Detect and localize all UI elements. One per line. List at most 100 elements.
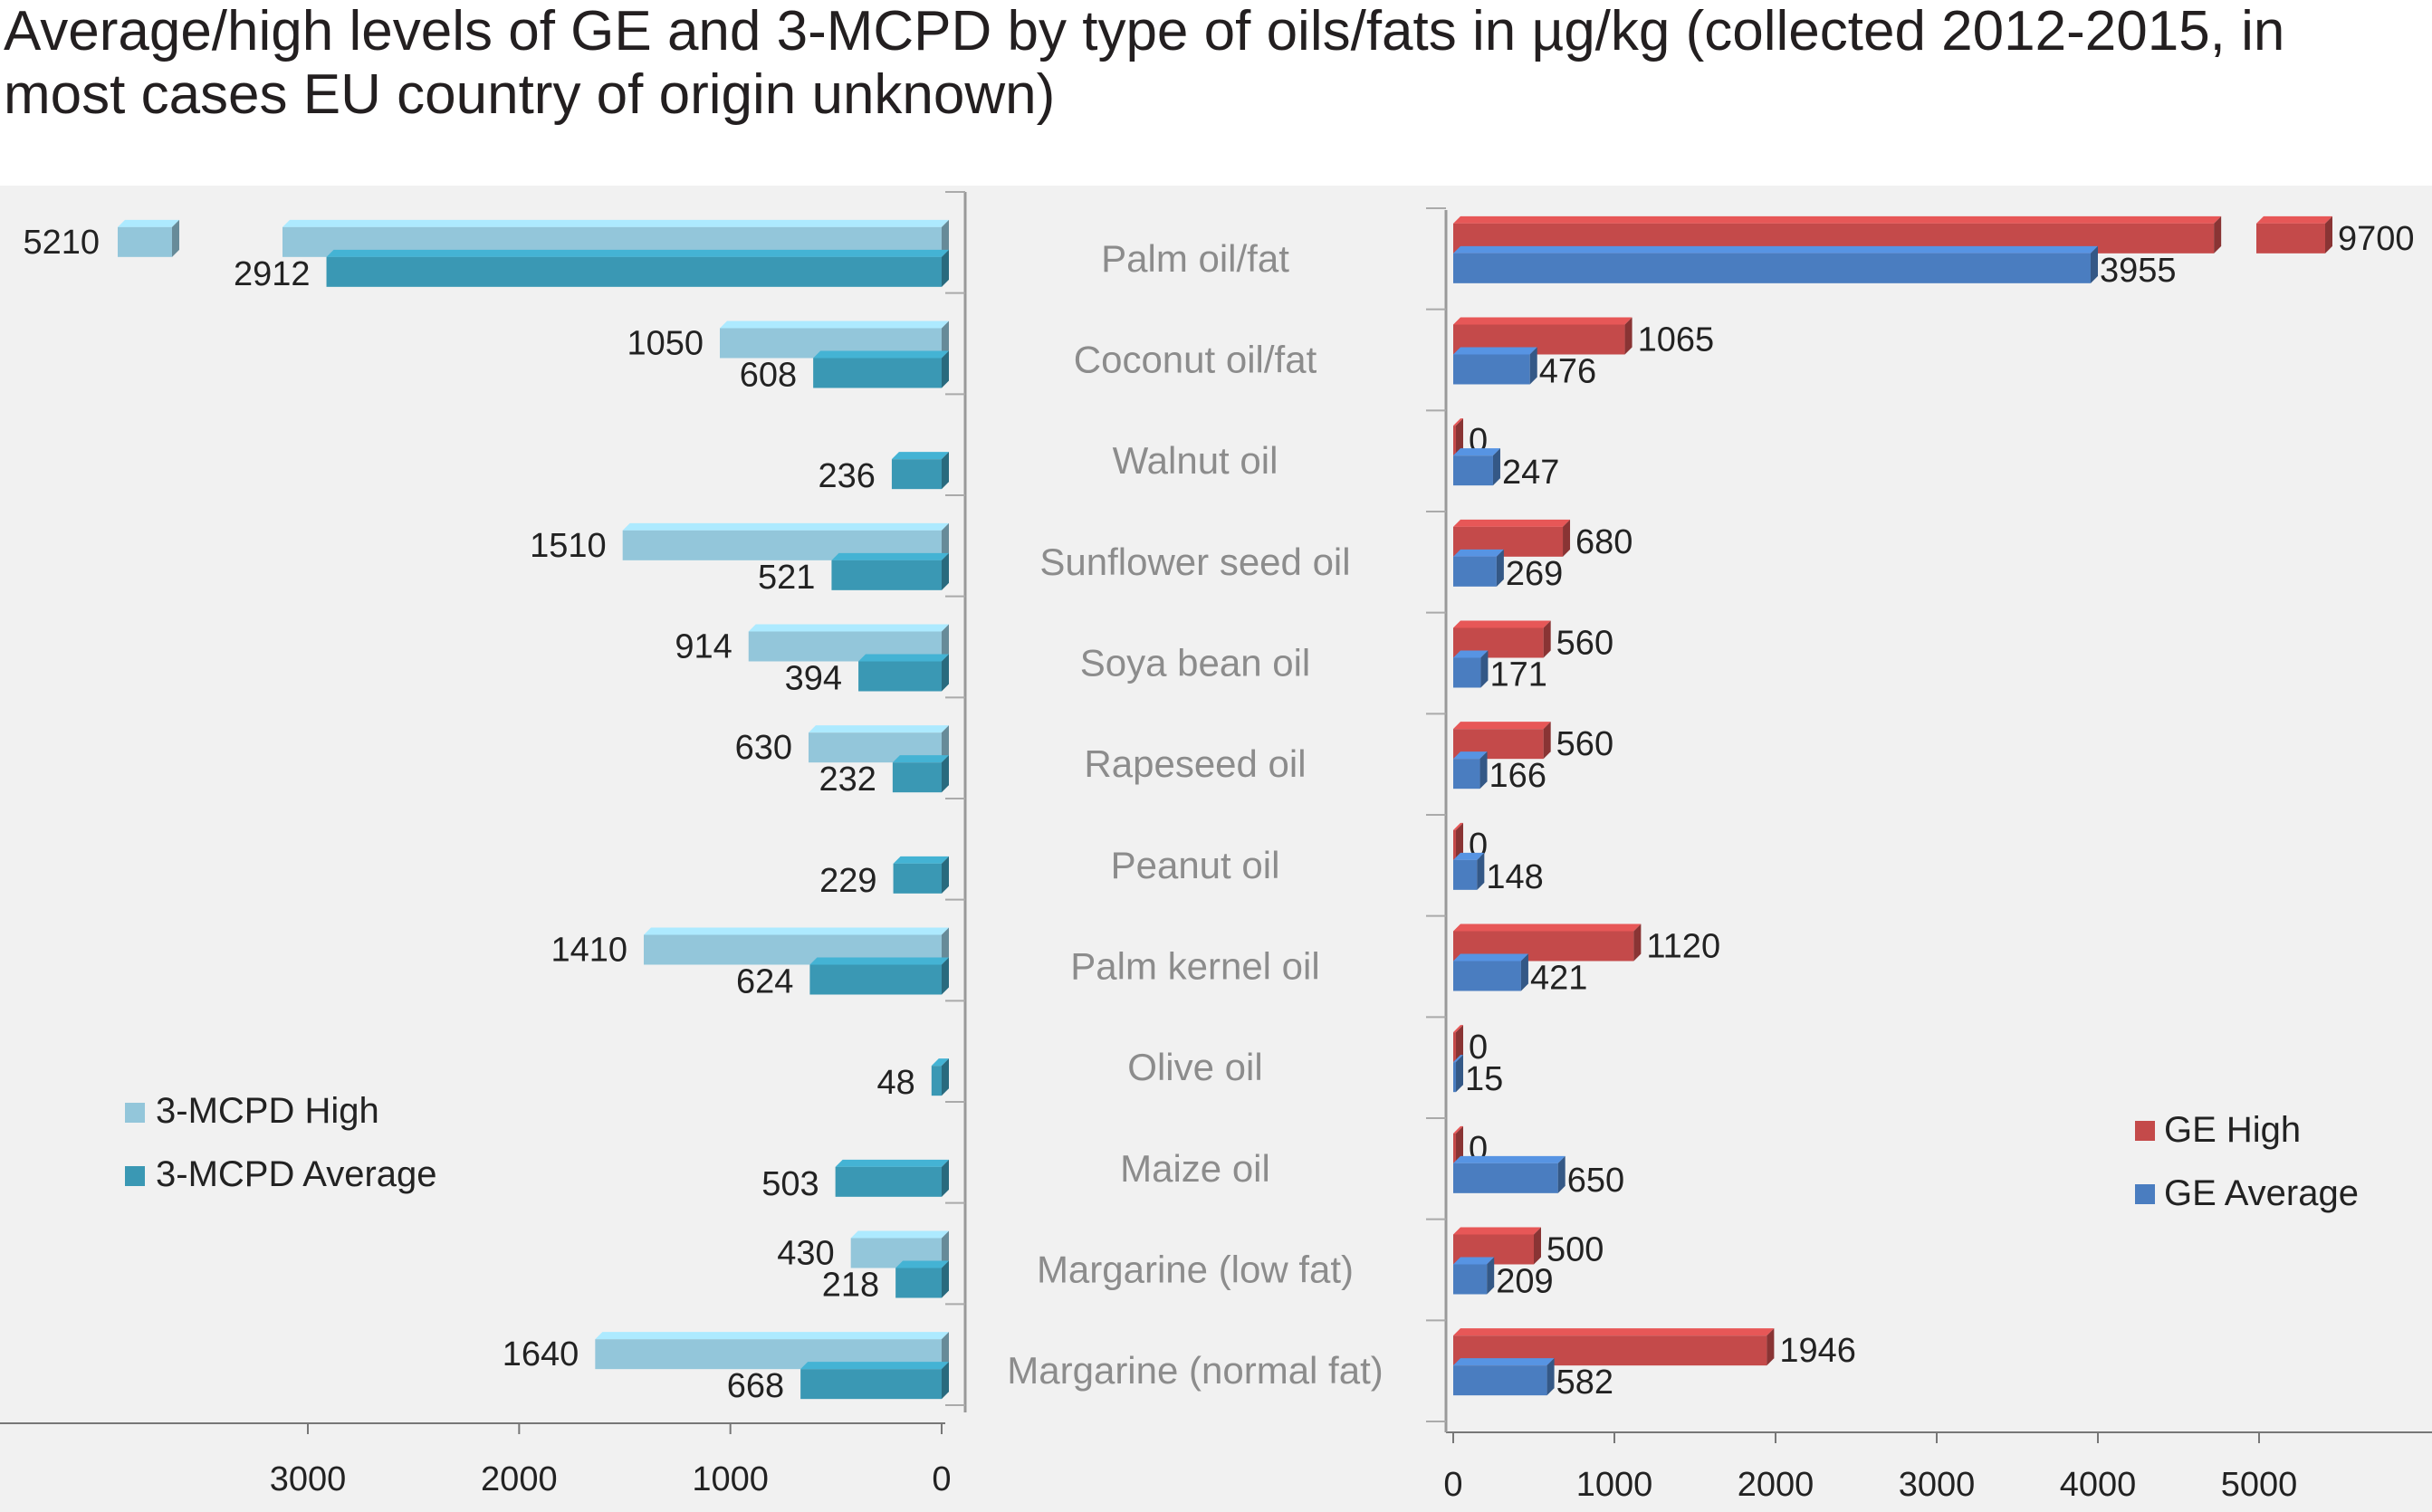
ge-average-value-label: 582	[1556, 1364, 1613, 1402]
ge-high-bar-end	[1767, 1328, 1775, 1366]
mcpd-high-bar-break-stub-end	[172, 219, 179, 257]
mcpd-average-bar-top	[891, 452, 949, 460]
mcpd-average-value-label: 229	[819, 862, 876, 900]
ge-x-tick-label: 4000	[2060, 1466, 2137, 1504]
mcpd-average-bar-top	[326, 249, 949, 257]
mcpd-high-bar	[748, 624, 949, 662]
mcpd-high-bar-top	[809, 725, 949, 733]
mcpd-high-value-label: 1640	[503, 1335, 579, 1373]
mcpd-high-bar-break-stub	[118, 219, 179, 257]
ge-high-bar-end	[1543, 620, 1551, 658]
ge-average-bar-top	[1453, 852, 1485, 860]
mcpd-average-bar-front	[895, 1268, 942, 1298]
mcpd-average-bar-top	[813, 350, 949, 359]
category-label: Palm kernel oil	[1070, 945, 1319, 988]
ge-average-bar-top	[1453, 347, 1537, 355]
mcpd-x-tick-label: 2000	[481, 1460, 558, 1498]
ge-average-bar-end	[1546, 1358, 1555, 1396]
mcpd-average-bar-end	[942, 552, 949, 590]
mcpd-high-bar-break-stub-front	[118, 226, 172, 257]
ge-average-bar	[1453, 1358, 1555, 1396]
mcpd-average-value-label: 394	[785, 660, 842, 698]
mcpd-average-bar-end	[942, 350, 949, 388]
mcpd-average-bar	[858, 654, 949, 692]
ge-average-bar-end	[1487, 1257, 1495, 1295]
mcpd-average-bar-top	[831, 552, 949, 560]
ge-high-bar	[1453, 1025, 1463, 1063]
ge-average-bar-end	[2090, 245, 2098, 283]
ge-average-bar-front	[1453, 1365, 1547, 1396]
mcpd-average-bar-top	[858, 654, 949, 662]
ge-high-bar-break-stub-top	[2256, 215, 2332, 224]
ge-high-value-label: 560	[1556, 725, 1613, 763]
ge-high-bar-front	[1453, 426, 1456, 456]
mcpd-high-bar-top	[622, 522, 949, 531]
ge-average-value-label: 269	[1506, 555, 1563, 593]
ge-high-value-label: 0	[1469, 1029, 1488, 1067]
mcpd-average-bar-end	[942, 1260, 949, 1298]
mcpd-high-bar	[809, 725, 949, 763]
ge-high-bar-top	[1453, 722, 1551, 730]
mcpd-average-bar-end	[942, 856, 949, 894]
ge-high-bar-top	[1453, 1125, 1463, 1134]
mcpd-average-bar	[831, 552, 949, 590]
ge-high-bar-front	[1453, 1133, 1456, 1163]
mcpd-average-value-label: 48	[877, 1064, 915, 1102]
mcpd-average-bar-front	[892, 762, 942, 793]
mcpd-average-bar-top	[809, 957, 949, 965]
mcpd-average-bar-end	[942, 452, 949, 490]
ge-average-bar	[1453, 1155, 1565, 1193]
mcpd-high-bar-end	[942, 321, 949, 359]
mcpd-average-bar-top	[931, 1058, 949, 1067]
ge-x-tick-label: 3000	[1899, 1466, 1976, 1504]
ge-x-tick-label: 0	[1443, 1466, 1462, 1504]
category-label: Peanut oil	[1111, 844, 1280, 886]
ge-average-bar	[1453, 650, 1489, 688]
legend-label-ge-high: GE High	[2164, 1110, 2301, 1150]
mcpd-high-bar-end	[942, 725, 949, 763]
ge-average-value-label: 209	[1496, 1263, 1553, 1301]
category-label: Margarine (normal fat)	[1007, 1349, 1383, 1392]
ge-average-value-label: 650	[1567, 1162, 1624, 1200]
mcpd-high-bar-top	[720, 321, 949, 329]
ge-average-value-label: 148	[1486, 858, 1543, 896]
ge-legend: GE High GE Average	[2135, 1110, 2359, 1213]
mcpd-average-bar-end	[942, 755, 949, 793]
ge-high-value-label: 1946	[1779, 1332, 1856, 1370]
ge-high-bar-end	[1563, 519, 1571, 557]
ge-average-bar	[1453, 1055, 1463, 1093]
mcpd-legend: 3-MCPD High 3-MCPD Average	[125, 1091, 437, 1194]
category-label: Rapeseed oil	[1084, 742, 1306, 785]
mcpd-high-bar-top	[644, 927, 949, 935]
ge-high-bar-top	[1453, 1025, 1463, 1033]
ge-average-bar-end	[1492, 448, 1500, 486]
mcpd-average-value-label: 232	[819, 761, 876, 799]
mcpd-average-value-label: 608	[740, 357, 797, 395]
mcpd-average-bar-end	[942, 1159, 949, 1197]
mcpd-average-bar-end	[942, 1362, 949, 1400]
ge-high-bar-break-stub-front	[2256, 223, 2325, 254]
ge-high-bar-break-stub	[2256, 215, 2332, 254]
mcpd-high-value-label: 630	[735, 729, 792, 767]
mcpd-average-bar	[800, 1362, 949, 1400]
mcpd-average-bar-top	[892, 755, 949, 763]
ge-average-bar-end	[1480, 650, 1489, 688]
ge-high-bar-front	[1453, 1032, 1456, 1063]
ge-average-bar	[1453, 448, 1500, 486]
ge-high-bar-end	[1456, 418, 1463, 456]
mcpd-high-value-label: 1510	[530, 527, 607, 565]
ge-high-value-label: 9700	[2338, 220, 2415, 258]
mcpd-average-bar-front	[835, 1166, 942, 1197]
mcpd-average-bar-front	[891, 459, 942, 490]
ge-average-value-label: 166	[1489, 757, 1546, 795]
category-label: Sunflower seed oil	[1039, 541, 1350, 583]
ge-average-bar-top	[1453, 1155, 1565, 1163]
ge-high-value-label: 680	[1575, 523, 1633, 561]
ge-average-bar-top	[1453, 1358, 1555, 1366]
mcpd-high-bar-end	[942, 219, 949, 257]
ge-average-bar-top	[1453, 1055, 1463, 1063]
ge-x-tick-label: 1000	[1576, 1466, 1653, 1504]
ge-high-bar-front	[1453, 829, 1456, 860]
mcpd-average-bar	[813, 350, 949, 388]
ge-average-value-label: 15	[1465, 1060, 1503, 1098]
